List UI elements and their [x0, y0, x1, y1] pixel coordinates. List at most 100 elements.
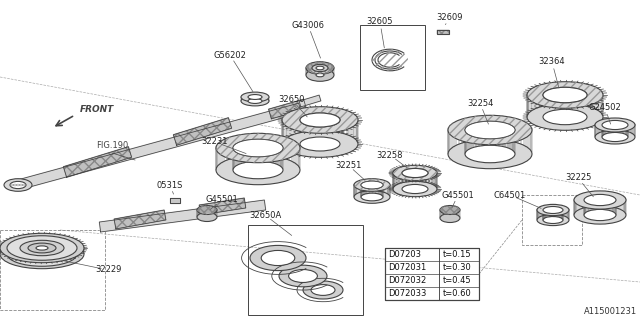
Ellipse shape: [241, 96, 269, 106]
Ellipse shape: [0, 233, 84, 263]
Ellipse shape: [361, 193, 383, 201]
Text: D072031: D072031: [388, 263, 426, 272]
Text: t=0.15: t=0.15: [443, 250, 472, 259]
Polygon shape: [437, 30, 449, 34]
Bar: [522, 195, 582, 245]
Ellipse shape: [465, 121, 515, 139]
Ellipse shape: [316, 73, 324, 77]
Text: 32609: 32609: [436, 13, 463, 22]
Text: t=0.30: t=0.30: [443, 263, 472, 272]
Ellipse shape: [595, 130, 635, 144]
Polygon shape: [299, 95, 321, 107]
Polygon shape: [17, 103, 301, 190]
Text: D07203: D07203: [388, 250, 421, 259]
Text: 32225: 32225: [565, 173, 591, 182]
Text: G24502: G24502: [589, 103, 621, 113]
Ellipse shape: [543, 109, 587, 125]
Text: t=0.45: t=0.45: [443, 276, 472, 285]
Ellipse shape: [537, 214, 569, 226]
Polygon shape: [199, 198, 246, 215]
Ellipse shape: [0, 239, 84, 269]
Ellipse shape: [361, 181, 383, 189]
Polygon shape: [63, 147, 132, 177]
Ellipse shape: [354, 179, 390, 191]
Ellipse shape: [233, 139, 283, 157]
Ellipse shape: [241, 92, 269, 102]
Text: t=0.60: t=0.60: [443, 289, 472, 298]
Ellipse shape: [303, 281, 343, 299]
Ellipse shape: [300, 113, 340, 127]
Text: 32231: 32231: [202, 138, 228, 147]
Ellipse shape: [543, 217, 563, 223]
Text: G45501: G45501: [205, 196, 238, 204]
Text: D072032: D072032: [388, 276, 426, 285]
Text: 32254: 32254: [467, 99, 493, 108]
Polygon shape: [63, 147, 132, 177]
Ellipse shape: [393, 181, 437, 197]
Ellipse shape: [306, 62, 334, 74]
Ellipse shape: [28, 243, 56, 253]
Ellipse shape: [543, 206, 563, 213]
Ellipse shape: [197, 212, 217, 221]
Text: 32258: 32258: [377, 150, 403, 159]
Ellipse shape: [543, 87, 587, 103]
Polygon shape: [173, 118, 232, 145]
Text: 0531S: 0531S: [157, 180, 183, 189]
Text: G43006: G43006: [291, 20, 324, 29]
Bar: [360, 25, 425, 90]
Ellipse shape: [28, 249, 56, 259]
Ellipse shape: [402, 168, 428, 178]
Text: C64501: C64501: [494, 190, 526, 199]
Ellipse shape: [402, 168, 428, 178]
Text: A115001231: A115001231: [584, 308, 637, 316]
Ellipse shape: [279, 265, 327, 287]
Ellipse shape: [10, 181, 26, 188]
Ellipse shape: [36, 246, 48, 250]
Text: 32650: 32650: [279, 95, 305, 105]
Ellipse shape: [289, 269, 317, 283]
Ellipse shape: [584, 209, 616, 220]
Polygon shape: [114, 210, 166, 229]
Ellipse shape: [250, 245, 306, 271]
Ellipse shape: [7, 242, 77, 266]
Text: FIG.190: FIG.190: [96, 141, 128, 150]
Ellipse shape: [574, 191, 626, 209]
Ellipse shape: [233, 161, 283, 179]
Bar: [0, 230, 105, 310]
Ellipse shape: [602, 120, 628, 130]
Ellipse shape: [216, 133, 300, 163]
Text: D072033: D072033: [388, 289, 426, 298]
Ellipse shape: [465, 145, 515, 163]
Text: 32251: 32251: [335, 161, 361, 170]
Ellipse shape: [300, 137, 340, 151]
Ellipse shape: [440, 213, 460, 222]
Bar: [385, 248, 479, 300]
Text: FRONT: FRONT: [80, 105, 115, 114]
Ellipse shape: [574, 206, 626, 224]
Polygon shape: [269, 99, 307, 119]
Ellipse shape: [7, 236, 77, 260]
Ellipse shape: [584, 194, 616, 205]
Polygon shape: [114, 210, 166, 229]
Ellipse shape: [233, 139, 283, 157]
Ellipse shape: [602, 132, 628, 141]
Ellipse shape: [465, 121, 515, 139]
Ellipse shape: [537, 204, 569, 216]
Text: 32605: 32605: [367, 18, 393, 27]
Polygon shape: [99, 200, 266, 232]
Polygon shape: [170, 198, 180, 203]
Text: G56202: G56202: [214, 51, 246, 60]
Bar: [385, 248, 479, 300]
Ellipse shape: [282, 131, 358, 157]
Ellipse shape: [282, 107, 358, 133]
Ellipse shape: [440, 205, 460, 214]
Ellipse shape: [527, 104, 603, 130]
Ellipse shape: [316, 66, 324, 70]
Ellipse shape: [527, 82, 603, 108]
Ellipse shape: [216, 155, 300, 185]
Ellipse shape: [361, 181, 383, 189]
Bar: [248, 225, 363, 315]
Text: 32229: 32229: [95, 266, 121, 275]
Ellipse shape: [393, 165, 437, 181]
Ellipse shape: [448, 139, 532, 169]
